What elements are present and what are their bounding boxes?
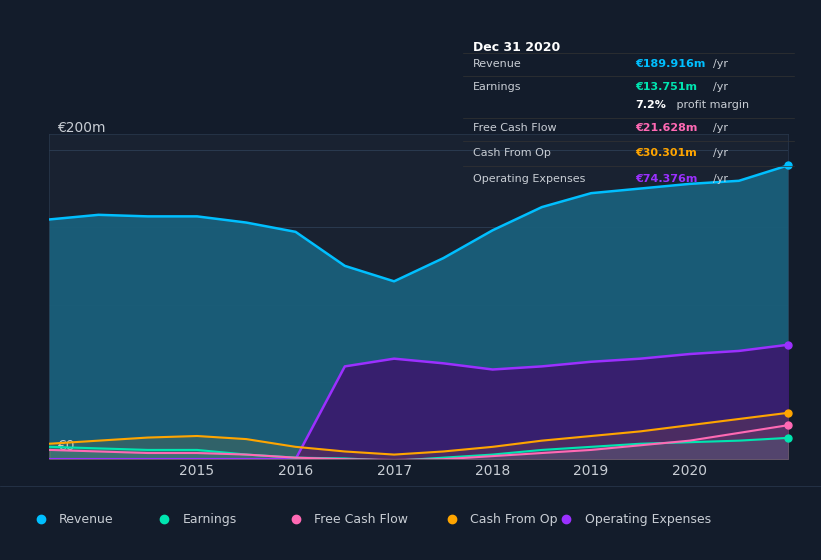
Text: Revenue: Revenue	[59, 513, 114, 526]
Text: Free Cash Flow: Free Cash Flow	[314, 513, 407, 526]
Text: €189.916m: €189.916m	[635, 59, 705, 69]
Text: Cash From Op: Cash From Op	[470, 513, 557, 526]
Text: Earnings: Earnings	[182, 513, 236, 526]
Text: Operating Expenses: Operating Expenses	[473, 174, 585, 184]
Text: Revenue: Revenue	[473, 59, 521, 69]
Text: /yr: /yr	[713, 59, 727, 69]
Text: /yr: /yr	[713, 148, 727, 158]
Text: /yr: /yr	[713, 82, 727, 92]
Text: Operating Expenses: Operating Expenses	[585, 513, 711, 526]
Text: €30.301m: €30.301m	[635, 148, 697, 158]
Text: Dec 31 2020: Dec 31 2020	[473, 40, 560, 54]
Text: Free Cash Flow: Free Cash Flow	[473, 123, 557, 133]
Text: /yr: /yr	[713, 123, 727, 133]
Text: €21.628m: €21.628m	[635, 123, 697, 133]
Text: 7.2%: 7.2%	[635, 100, 666, 110]
Text: Cash From Op: Cash From Op	[473, 148, 551, 158]
Text: /yr: /yr	[713, 174, 727, 184]
Text: €0: €0	[57, 438, 74, 452]
Text: €13.751m: €13.751m	[635, 82, 697, 92]
Text: €74.376m: €74.376m	[635, 174, 697, 184]
Text: profit margin: profit margin	[673, 100, 749, 110]
Text: Earnings: Earnings	[473, 82, 521, 92]
Text: €200m: €200m	[57, 122, 105, 136]
